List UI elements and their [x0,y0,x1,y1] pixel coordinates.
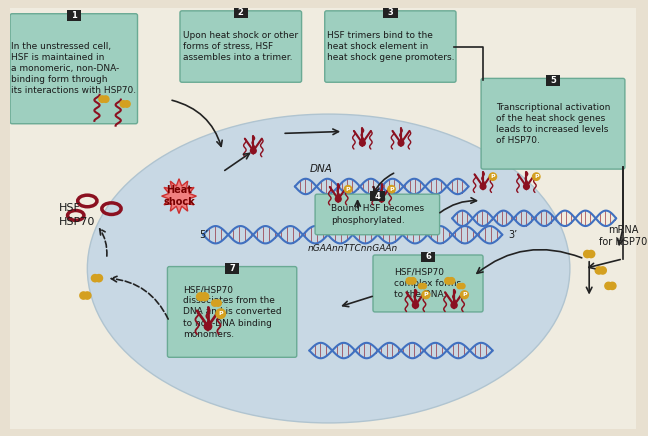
Text: HSP70: HSP70 [58,217,95,227]
Text: HSF/HSP70
dissociates from the
DNA and is converted
to non-DNA binding
monomers.: HSF/HSP70 dissociates from the DNA and i… [183,285,281,339]
Circle shape [457,283,462,289]
FancyBboxPatch shape [315,194,439,235]
Text: P: P [462,292,467,297]
FancyBboxPatch shape [421,252,435,262]
Circle shape [102,96,109,102]
Text: 3: 3 [388,8,393,17]
FancyBboxPatch shape [383,7,398,18]
Circle shape [120,101,126,107]
Circle shape [448,278,455,284]
Circle shape [533,173,540,181]
Text: P: P [424,292,428,297]
Circle shape [379,196,384,202]
FancyBboxPatch shape [546,75,561,85]
Circle shape [412,302,419,308]
FancyBboxPatch shape [325,11,456,82]
FancyBboxPatch shape [67,10,81,21]
Circle shape [216,309,226,318]
Text: 4: 4 [375,192,380,201]
Circle shape [251,148,256,153]
Circle shape [596,267,603,274]
Circle shape [599,267,607,274]
Circle shape [84,292,91,299]
Circle shape [445,278,451,284]
Circle shape [80,292,87,299]
Circle shape [489,173,496,181]
Text: HSF trimers bind to the
heat shock element in
heat shock gene promoters.: HSF trimers bind to the heat shock eleme… [327,31,454,62]
Ellipse shape [87,114,570,423]
Circle shape [344,185,352,193]
Text: nGAAnnTTCnnGAAn: nGAAnnTTCnnGAAn [308,244,398,253]
Circle shape [451,302,457,308]
Circle shape [201,293,209,301]
Text: Upon heat shock or other
forms of stress, HSF
assembles into a trimer.: Upon heat shock or other forms of stress… [183,31,298,62]
Text: Transcriptional activation
of the heat shock genes
leads to increased levels
of : Transcriptional activation of the heat s… [496,102,610,145]
Text: P: P [491,174,495,179]
FancyBboxPatch shape [481,78,625,169]
Text: HSF/HSP70
complex forms
to the DNA.: HSF/HSP70 complex forms to the DNA. [395,268,461,299]
Text: 6: 6 [425,252,431,262]
Circle shape [388,185,395,193]
Circle shape [196,293,205,301]
Text: 7: 7 [229,264,235,273]
FancyBboxPatch shape [180,11,301,82]
Text: DNA: DNA [309,164,332,174]
FancyBboxPatch shape [167,266,297,357]
Circle shape [588,250,595,258]
Text: 1: 1 [71,11,76,20]
Circle shape [406,278,413,284]
Text: mRNA
for HSP70: mRNA for HSP70 [599,225,647,247]
Text: 5’: 5’ [200,230,209,240]
Circle shape [124,101,130,107]
Circle shape [212,300,218,306]
Circle shape [605,282,612,290]
FancyBboxPatch shape [225,263,239,274]
Polygon shape [161,179,196,214]
Circle shape [461,291,469,299]
Circle shape [95,275,102,282]
Circle shape [524,184,529,189]
Text: 2: 2 [238,8,244,17]
Circle shape [480,184,486,189]
Circle shape [99,96,106,102]
Circle shape [421,283,426,289]
Text: P: P [346,187,351,192]
Circle shape [608,282,616,290]
Circle shape [460,283,465,289]
FancyBboxPatch shape [10,14,137,124]
Text: 3’: 3’ [508,230,517,240]
Text: P: P [389,187,394,192]
Circle shape [410,278,416,284]
FancyBboxPatch shape [370,191,384,201]
Circle shape [422,291,430,299]
Circle shape [398,140,404,146]
Circle shape [91,275,98,282]
FancyBboxPatch shape [373,255,483,312]
Text: In the unstressed cell,
HSF is maintained in
a monomeric, non-DNA-
binding form : In the unstressed cell, HSF is maintaine… [11,42,136,95]
Circle shape [204,323,212,330]
Circle shape [360,140,365,146]
Circle shape [419,283,424,289]
Circle shape [584,250,591,258]
Text: 5: 5 [550,76,556,85]
Text: Bound HSF becomes
phosphorylated.: Bound HSF becomes phosphorylated. [330,204,424,225]
FancyBboxPatch shape [233,7,248,18]
Circle shape [215,300,222,306]
Text: P: P [534,174,538,179]
Circle shape [336,196,341,202]
Text: Heat
shock: Heat shock [163,185,195,207]
Text: P: P [218,311,223,316]
Text: HSF: HSF [58,203,80,213]
